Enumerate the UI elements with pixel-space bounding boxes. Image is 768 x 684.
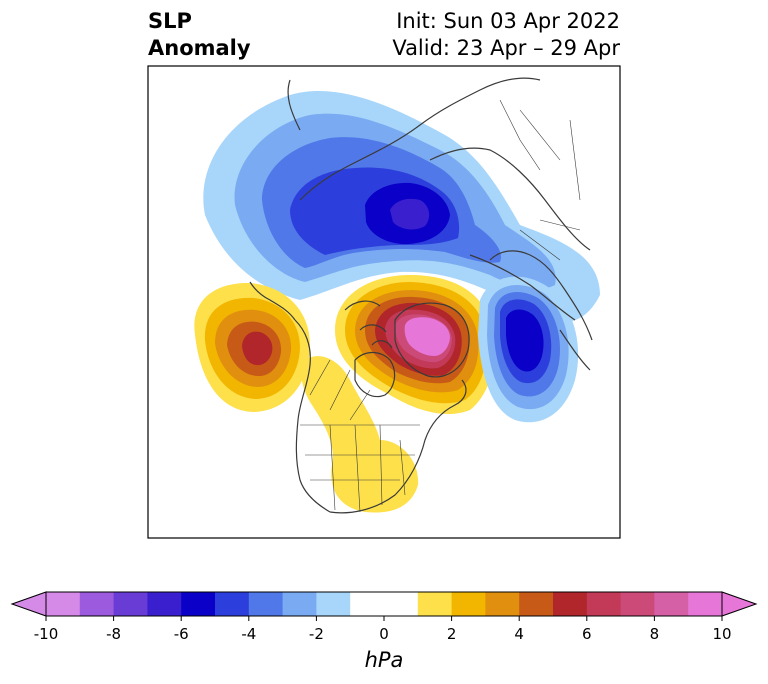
atlantic-low-contour-5 xyxy=(506,309,544,372)
colorbar-segment xyxy=(147,592,182,616)
colorbar-segment xyxy=(282,592,317,616)
colorbar-segment xyxy=(46,592,81,616)
title-variable-line1: SLP xyxy=(148,9,192,33)
colorbar-segments xyxy=(46,592,723,616)
colorbar-segment xyxy=(248,592,284,616)
init-date-label: Init: Sun 03 Apr 2022 xyxy=(396,9,620,33)
colorbar-segment xyxy=(553,592,588,616)
colorbar-extend-high xyxy=(721,591,758,617)
colorbar-segment xyxy=(620,592,655,616)
colorbar-segment xyxy=(485,592,520,616)
map-frame xyxy=(147,65,621,539)
colorbar-segment xyxy=(451,592,486,616)
eurasia-coast xyxy=(287,77,591,321)
colorbar-tick-label: 4 xyxy=(514,625,524,643)
colorbar-segment xyxy=(688,592,723,616)
colorbar-tick-label: -10 xyxy=(34,625,59,643)
central-us-high-contour xyxy=(301,356,419,513)
arctic-low-contour-6 xyxy=(390,198,430,230)
colorbar-segment xyxy=(586,592,622,616)
colorbar-tick-label: 6 xyxy=(582,625,592,643)
colorbar-tick-label: 10 xyxy=(712,625,731,643)
colorbar-tick-label: -6 xyxy=(174,625,189,643)
colorbar-segment xyxy=(316,592,351,616)
colorbar-tick-label: 8 xyxy=(650,625,660,643)
colorbar-segment xyxy=(417,592,453,616)
arctic-islands xyxy=(344,300,393,349)
colorbar-segment xyxy=(113,592,148,616)
colorbar-extend-low xyxy=(10,591,47,617)
colorbar-segment xyxy=(181,592,216,616)
colorbar-tick-label: 2 xyxy=(447,625,457,643)
north-america-east-coast xyxy=(329,379,467,514)
slp-anomaly-map xyxy=(147,65,621,539)
colorbar-unit-label: hPa xyxy=(365,648,404,672)
colorbar-tick-label: -4 xyxy=(241,625,256,643)
us-state-borders xyxy=(300,424,420,513)
colorbar-segment xyxy=(519,592,554,616)
valid-date-label: Valid: 23 Apr – 29 Apr xyxy=(392,36,620,60)
title-variable-line2: Anomaly xyxy=(148,36,251,60)
colorbar-segment xyxy=(350,592,385,616)
hudson-bay xyxy=(354,351,396,398)
pacific-high-contour-5 xyxy=(242,331,273,366)
anomaly-fields xyxy=(194,90,601,513)
colorbar-segment xyxy=(384,592,419,616)
eurasia-borders xyxy=(499,99,581,261)
colorbar-tick-label: -2 xyxy=(309,625,324,643)
canada-province-borders xyxy=(309,359,371,421)
colorbar-segment xyxy=(79,592,115,616)
coastlines-and-borders xyxy=(249,77,593,514)
colorbar-segment xyxy=(215,592,250,616)
north-america-west-coast xyxy=(294,319,331,513)
greenland-high-contour-8 xyxy=(404,317,450,356)
alaska-coast xyxy=(249,281,296,321)
greenland-outline xyxy=(394,302,470,378)
europe-coast xyxy=(489,250,593,371)
map-title-variable: SLP Anomaly xyxy=(148,8,251,62)
colorbar-tick-label: 0 xyxy=(379,625,389,643)
colorbar-ticks: -10 -8 -6 -4 -2 0 2 4 6 8 10 xyxy=(34,616,732,643)
colorbar-segment xyxy=(654,592,689,616)
colorbar-tick-label: -8 xyxy=(106,625,121,643)
map-title-dates: Init: Sun 03 Apr 2022 Valid: 23 Apr – 29… xyxy=(392,8,620,62)
